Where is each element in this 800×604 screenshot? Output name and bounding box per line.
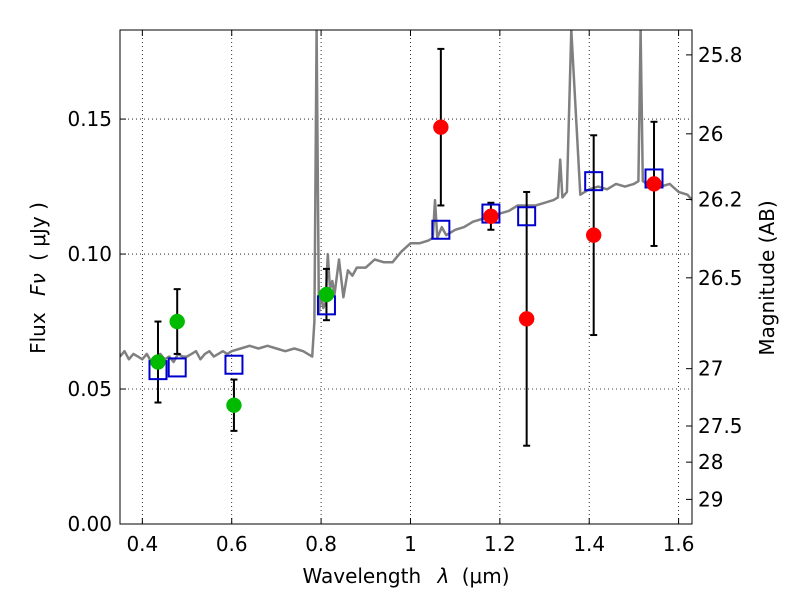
y-tick-label: 0.10 [67, 242, 112, 266]
green-point [150, 354, 166, 370]
model-square [584, 171, 604, 192]
grid [120, 30, 692, 525]
axis-ticks: 0.4 0.6 0.8 1 1.2 1.4 1.6 0.00 0.05 0.10 0.15 25.8 2… [67, 30, 743, 556]
x-tick-label: 0.6 [216, 532, 248, 556]
green-point [226, 397, 242, 413]
red-point [646, 176, 662, 192]
x-tick-label: 1 [404, 532, 417, 556]
right-tick-label: 28 [698, 450, 723, 474]
x-tick-label: 1.4 [573, 532, 605, 556]
right-tick-label: 26 [698, 122, 723, 146]
model-square [224, 354, 244, 375]
right-tick-label: 26.5 [698, 266, 743, 290]
right-tick-label: 25.8 [698, 43, 743, 67]
green-point [318, 286, 335, 303]
red-point [585, 227, 602, 243]
model-square [167, 357, 187, 378]
spectrum-line [120, 30, 692, 364]
model-square [517, 206, 537, 227]
red-point [483, 208, 499, 225]
right-axis-label: Magnitude (AB) [755, 200, 779, 355]
x-tick-label: 0.8 [305, 532, 337, 556]
right-tick-label: 27 [698, 357, 723, 381]
spectrum-layer [120, 30, 692, 364]
y-tick-label: 0.00 [67, 512, 112, 536]
y-tick-label: 0.05 [67, 377, 112, 401]
red-point [433, 119, 449, 135]
right-tick-label: 29 [698, 487, 723, 511]
y-axis-label: Flux Fν ( μJy ) [26, 202, 50, 354]
y-tick-label: 0.15 [67, 107, 112, 131]
red-point [518, 311, 535, 327]
x-tick-label: 0.4 [126, 532, 158, 556]
right-tick-label: 27.5 [698, 414, 743, 438]
green-point [169, 313, 185, 330]
x-tick-label: 1.2 [484, 532, 516, 556]
markers [148, 119, 664, 413]
right-tick-label: 26.2 [698, 187, 743, 211]
plot-frame [119, 29, 693, 525]
x-axis-label: Wavelength λ (μm) [302, 564, 509, 588]
model-square [431, 219, 451, 240]
x-tick-label: 1.6 [663, 532, 695, 556]
